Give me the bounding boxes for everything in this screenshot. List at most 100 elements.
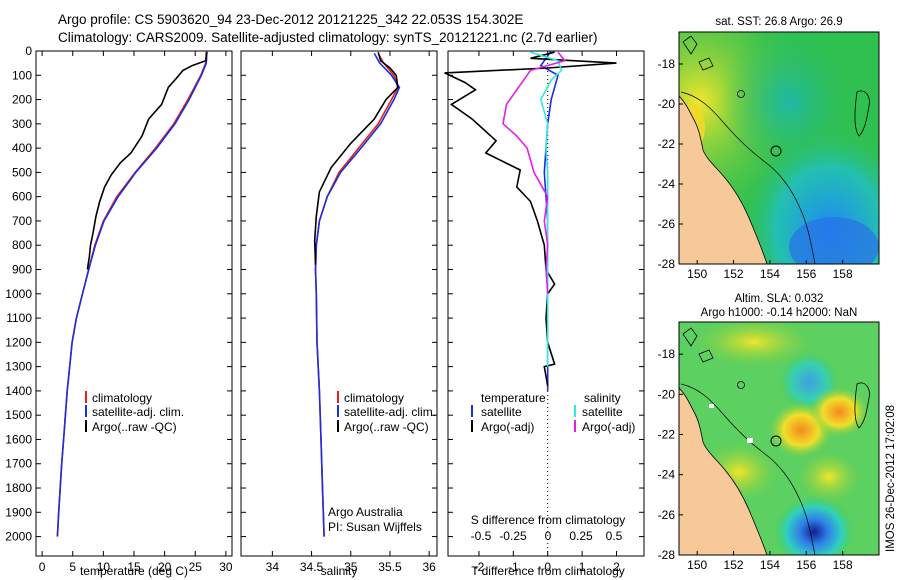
map-x-tick-label: 156 <box>796 267 816 281</box>
temperature-panel: 0100200300400500600700800900100011001200… <box>5 44 233 578</box>
difference-panel: -2 -1 0 1 2 T difference from climatology S … <box>444 50 645 578</box>
map-x-tick-label: 154 <box>760 558 780 572</box>
depth-tick-label: 1300 <box>5 360 32 374</box>
salinity-panel: 34 34.5 35 35.5 36 salinity climatology sate… <box>240 50 438 578</box>
map-x-tick-label: 152 <box>724 558 744 572</box>
depth-tick-label: 700 <box>12 214 32 228</box>
depth-tick-label: 1200 <box>5 335 32 349</box>
depth-tick-label: 400 <box>12 141 32 155</box>
series-line-argo-adj-salinity <box>502 51 567 294</box>
x-tick-label: -1 <box>508 560 519 574</box>
depth-tick-label: 2000 <box>5 530 32 544</box>
temperature-xlabel: temperature (deg C) <box>80 564 188 578</box>
top-tick-label: -0.5 <box>471 529 492 543</box>
depth-tick-label: 0 <box>25 44 32 58</box>
imos-timestamp: IMOS 26-Dec-2012 17:02:08 <box>885 405 897 552</box>
sla-island-marker <box>737 381 745 389</box>
map-x-tick-label: 158 <box>833 267 853 281</box>
legend-label-satellite: satellite <box>481 405 522 419</box>
map-y-tick-label: -24 <box>658 468 676 482</box>
map-x-tick-label: 156 <box>796 558 816 572</box>
sla-map-title-line1: Altim. SLA: 0.032 <box>735 293 824 305</box>
temperature-x-ticks: 0 5 10 15 20 25 30 <box>39 51 233 574</box>
sst-float-marker <box>770 145 782 157</box>
legend-header-temperature: temperature <box>481 391 546 405</box>
sst-reef-contour <box>680 91 816 264</box>
depth-tick-label: 1900 <box>5 505 32 519</box>
depth-tick-label: 1600 <box>5 432 32 446</box>
x-tick-label: 20 <box>158 560 172 574</box>
depth-tick-label: 1000 <box>5 287 32 301</box>
x-tick-label: 36 <box>422 560 436 574</box>
map-y-tick-label: -20 <box>658 97 676 111</box>
sst-island-marker <box>737 90 745 98</box>
annotation-argo-australia: Argo Australia <box>328 505 403 519</box>
map-y-tick-label: -22 <box>658 427 676 441</box>
temperature-series <box>56 50 208 537</box>
depth-tick-label: 500 <box>12 165 32 179</box>
salinity-legend: climatology satellite-adj. clim. Argo(..… <box>337 391 436 434</box>
annotation-pi: PI: Susan Wijffels <box>328 520 422 534</box>
legend-label-argo: Argo(..raw -QC) <box>344 420 429 434</box>
salinity-xlabel: salinity <box>321 564 358 578</box>
legend-label-satellite: satellite-adj. clim. <box>92 405 184 419</box>
depth-tick-label: 1400 <box>5 384 32 398</box>
map-x-tick-label: 152 <box>724 267 744 281</box>
header-line1: Argo profile: CS 5903620_94 23-Dec-2012 … <box>58 12 523 27</box>
map-y-tick-label: -20 <box>658 387 676 401</box>
x-tick-label: 1 <box>579 560 586 574</box>
top-tick-label: -0.25 <box>499 529 527 543</box>
depth-tick-label: 1500 <box>5 408 32 422</box>
legend-label-sat-salinity: satellite <box>582 405 623 419</box>
legend-label-climatology: climatology <box>344 391 404 405</box>
legend-label-satellite: satellite-adj. clim. <box>344 405 436 419</box>
legend-label-argo: Argo(-adj) <box>481 420 534 434</box>
depth-tick-label: 200 <box>12 93 32 107</box>
sst-reef-island <box>682 35 870 137</box>
temperature-legend: climatology satellite-adj. clim. Argo(..… <box>85 391 184 434</box>
sla-reef-contour <box>680 383 816 555</box>
map-y-tick-label: -18 <box>658 347 676 361</box>
temperature-axes-frame <box>35 50 233 557</box>
sla-missing-cell <box>747 438 753 443</box>
x-tick-label: 0 <box>39 560 46 574</box>
x-tick-label: 34.5 <box>300 560 324 574</box>
x-tick-label: 2 <box>613 560 620 574</box>
depth-tick-label: 300 <box>12 117 32 131</box>
sst-map: sat. SST: 26.8 Argo: 26.9 150 152 154 156 15… <box>658 16 880 281</box>
map-x-tick-label: 150 <box>687 267 707 281</box>
series-line-argo-raw-qc <box>86 52 208 270</box>
depth-tick-label: 100 <box>12 68 32 82</box>
top-tick-label: 0.25 <box>569 529 593 543</box>
sla-map-frame <box>678 321 880 556</box>
temperature-depth-ticks: 0 100 200 300 400 500 600 700 800 900 1000 1100 1200… <box>5 44 232 544</box>
difference-x-ticks: -2 -1 0 1 2 <box>474 51 620 574</box>
sst-map-ticks: 150 152 154 156 158 -18 -20 -22 -24 -26 -28 <box>658 57 853 281</box>
salinity-axes-frame <box>240 50 438 557</box>
map-y-tick-label: -24 <box>658 177 676 191</box>
sla-map: Altim. SLA: 0.032 Argo h1000: -0.14 h200… <box>658 293 880 572</box>
legend-header-salinity: salinity <box>584 391 621 405</box>
map-y-tick-label: -26 <box>658 508 676 522</box>
map-y-tick-label: -26 <box>658 217 676 231</box>
sst-map-title: sat. SST: 26.8 Argo: 26.9 <box>715 16 842 28</box>
x-tick-label: -2 <box>474 560 485 574</box>
series-line-satellite-adj-clim <box>56 50 208 537</box>
depth-tick-label: 600 <box>12 190 32 204</box>
series-line-argo-raw-qc <box>313 51 399 265</box>
sla-map-ticks: 150 152 154 156 158 -18 -20 -22 -24 -26 -28 <box>658 347 853 572</box>
top-tick-label: 0.5 <box>606 529 623 543</box>
legend-label-argo-salinity: Argo(-adj) <box>582 420 635 434</box>
x-tick-label: 10 <box>97 560 111 574</box>
x-tick-label: 30 <box>219 560 233 574</box>
difference-xlabel: T difference from climatology <box>471 564 625 578</box>
series-line-argo-adj <box>444 51 617 387</box>
x-tick-label: 35 <box>344 560 358 574</box>
depth-tick-label: 800 <box>12 238 32 252</box>
map-y-tick-label: -28 <box>658 257 676 271</box>
salinity-x-ticks: 34 34.5 35 35.5 36 <box>266 51 436 574</box>
header-line2: Climatology: CARS2009. Satellite-adjuste… <box>58 30 598 45</box>
difference-series <box>444 50 617 391</box>
map-x-tick-label: 154 <box>760 267 780 281</box>
